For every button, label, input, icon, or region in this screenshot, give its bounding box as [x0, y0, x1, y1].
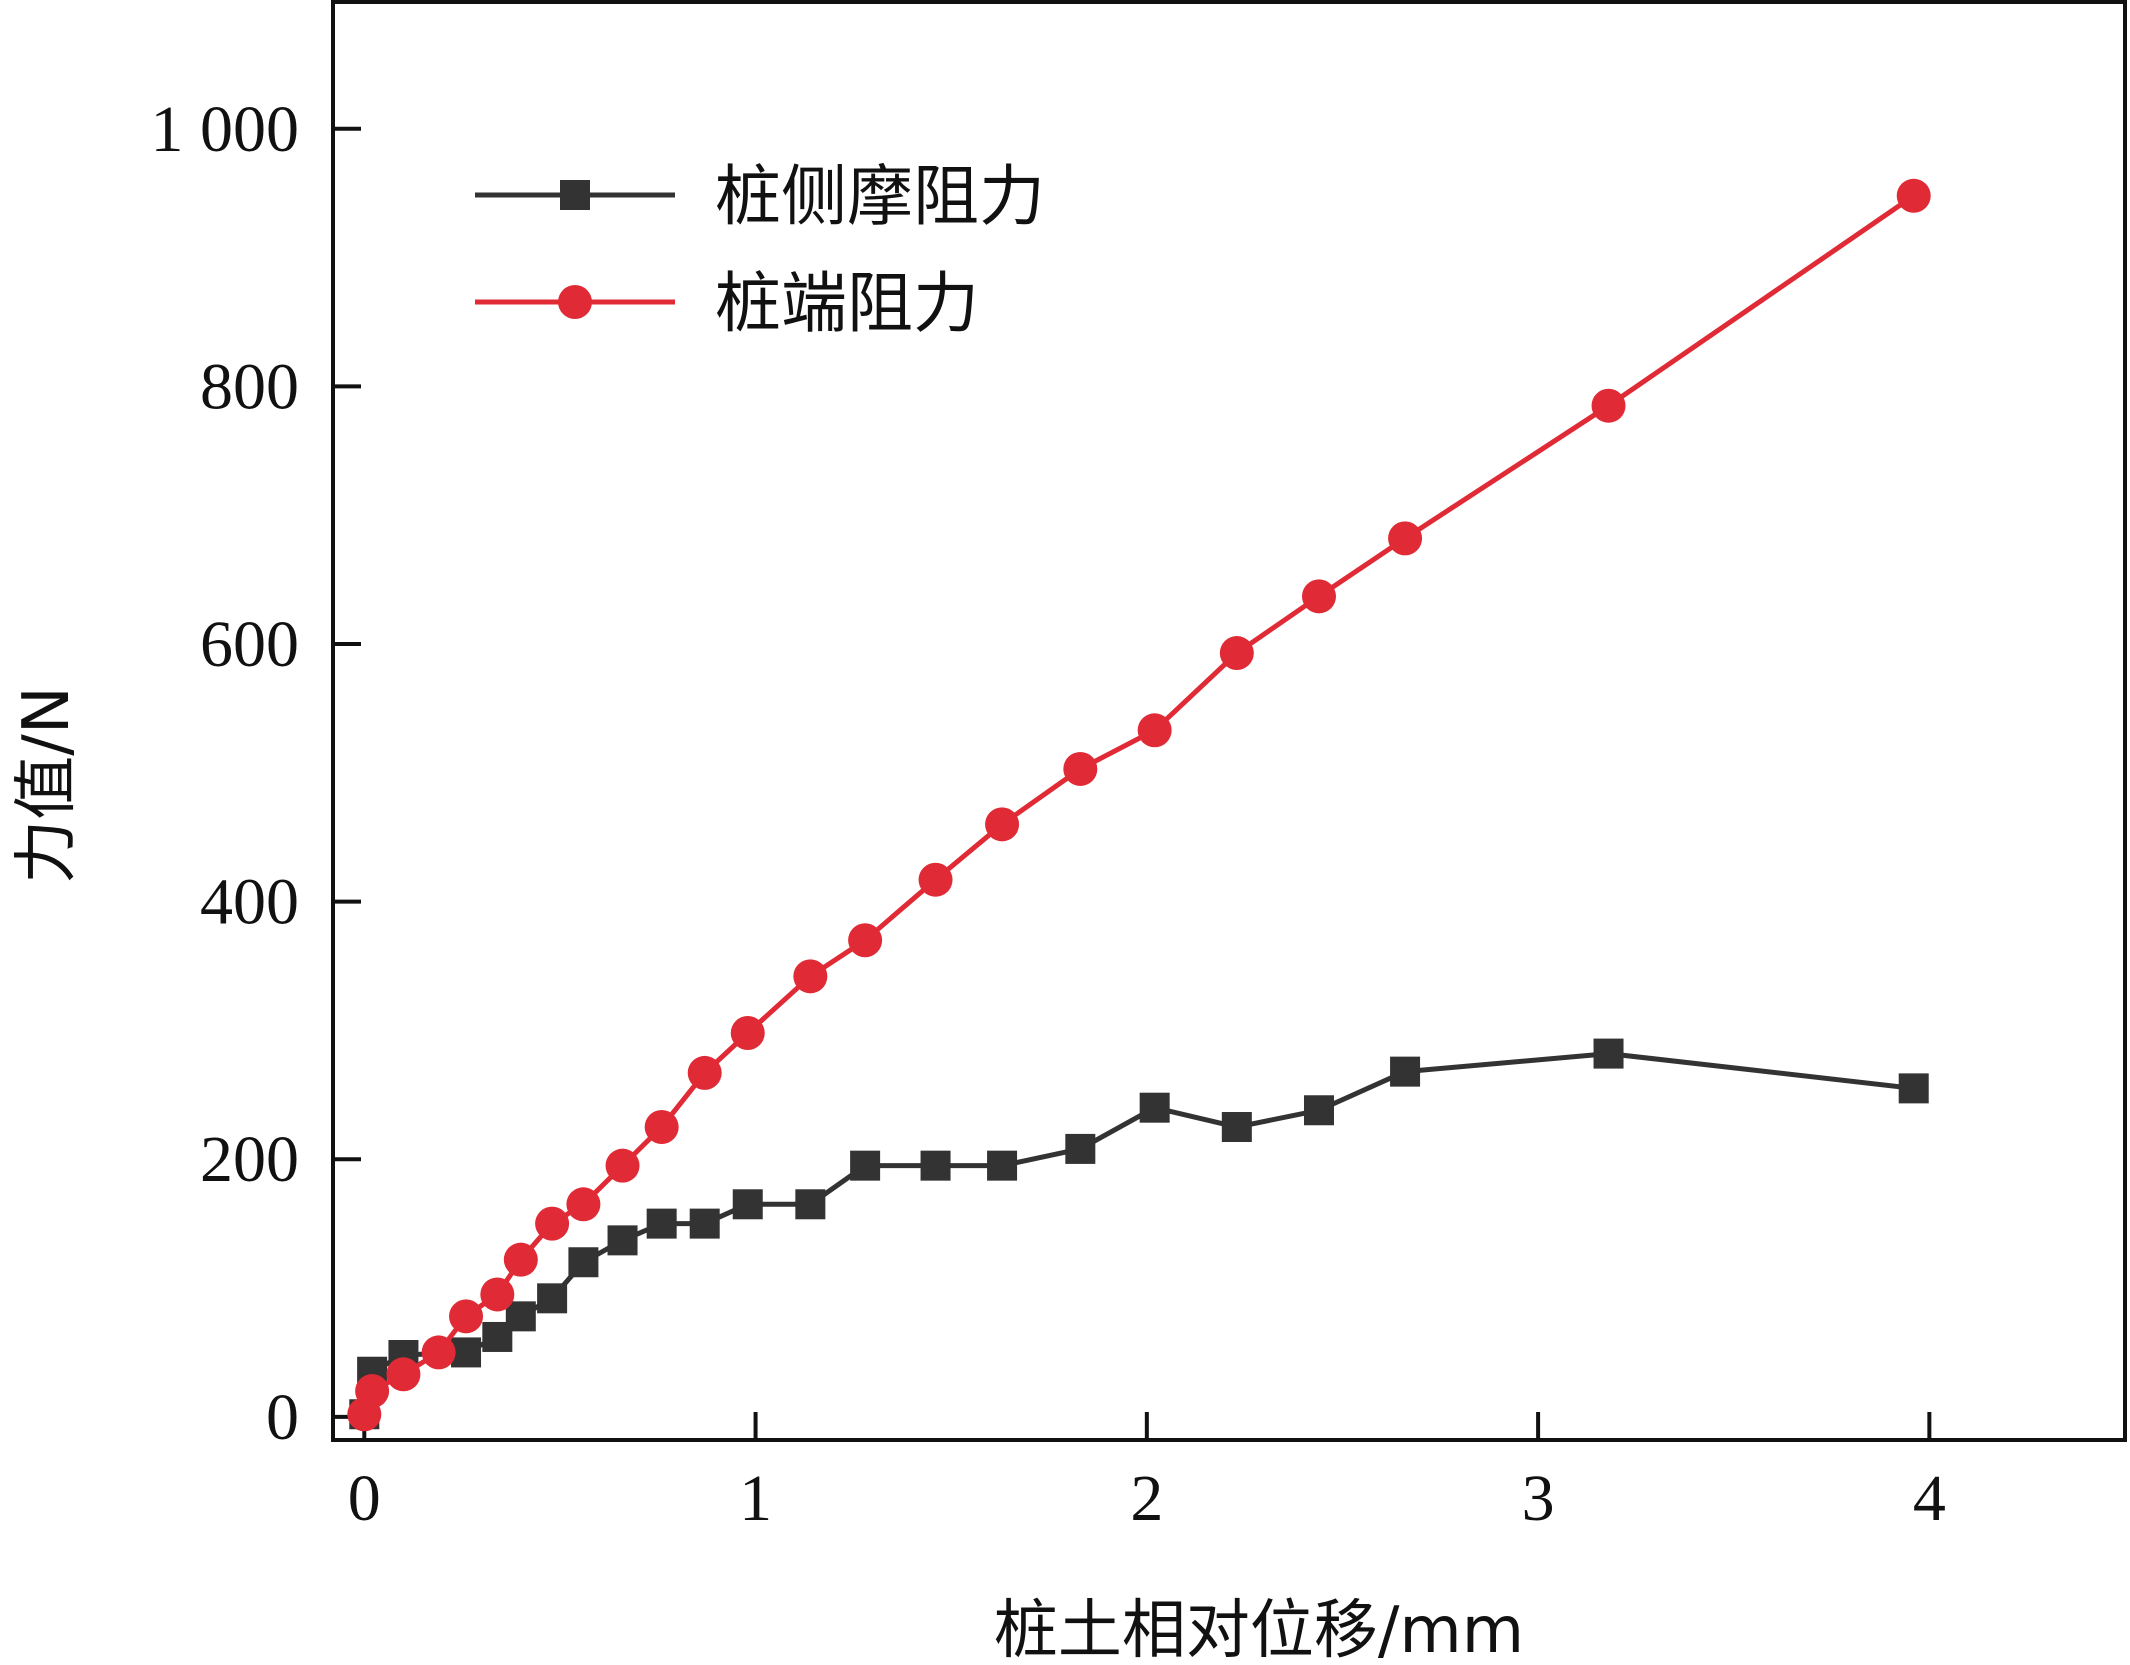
legend-label: 桩侧摩阻力	[715, 158, 1045, 235]
y-tick-label: 400	[200, 866, 299, 939]
data-point	[1221, 1112, 1252, 1143]
data-point	[985, 807, 1020, 842]
y-tick-label: 600	[200, 608, 299, 681]
data-point	[689, 1208, 720, 1239]
data-point	[503, 1242, 538, 1277]
data-point	[451, 1337, 482, 1368]
data-point	[1139, 1092, 1170, 1123]
x-tick-label: 2	[1130, 1462, 1163, 1535]
y-tick-label: 0	[266, 1381, 299, 1454]
data-point	[920, 1150, 951, 1181]
x-axis-title: 桩土相对位移/mm	[994, 1594, 1524, 1665]
x-tick-label: 3	[1522, 1462, 1555, 1535]
legend-marker	[558, 285, 592, 319]
data-point	[1896, 178, 1931, 213]
plot-frame	[331, 0, 2127, 1442]
legend-label: 桩端阻力	[715, 265, 979, 342]
data-point	[850, 1150, 881, 1181]
data-point	[1063, 751, 1098, 786]
legend-item: 桩侧摩阻力	[475, 158, 1045, 235]
series-line	[361, 193, 1916, 1416]
data-point	[607, 1225, 638, 1256]
data-point	[793, 959, 828, 994]
axis-ticks: 0 1 2 3 4 0 200 400 600 800 1 000	[151, 93, 1946, 1535]
series-line	[361, 1051, 1914, 1415]
data-point	[480, 1277, 515, 1312]
data-point	[421, 1335, 456, 1370]
data-point	[1219, 636, 1254, 671]
data-point	[386, 1357, 421, 1392]
data-point	[1065, 1133, 1096, 1164]
x-tick-label: 0	[348, 1462, 381, 1535]
data-point	[1388, 521, 1423, 556]
x-tick-label: 4	[1913, 1462, 1946, 1535]
y-tick-label: 200	[200, 1123, 299, 1196]
data-point	[1898, 1073, 1929, 1104]
series-tip-resistance	[347, 178, 1931, 1432]
data-point	[1591, 388, 1626, 423]
data-point	[730, 1015, 765, 1050]
data-point	[1137, 713, 1172, 748]
data-point	[848, 923, 883, 958]
data-point	[687, 1055, 722, 1090]
legend-item: 桩端阻力	[475, 265, 979, 342]
y-tick-label: 800	[200, 350, 299, 423]
y-axis-title: 力值/N	[10, 686, 84, 883]
data-point	[355, 1374, 390, 1409]
data-point	[566, 1187, 601, 1222]
data-point	[732, 1189, 763, 1220]
series-group	[347, 178, 1931, 1432]
data-point	[1593, 1038, 1624, 1069]
data-point	[646, 1208, 677, 1239]
y-tick-label: 1 000	[151, 93, 300, 166]
data-point	[535, 1206, 570, 1241]
data-point	[644, 1110, 679, 1145]
data-point	[918, 862, 953, 897]
series-side-friction	[349, 1038, 1929, 1430]
data-point	[1301, 579, 1336, 614]
data-point	[449, 1299, 484, 1334]
data-point	[568, 1247, 599, 1278]
legend-marker	[560, 180, 590, 210]
data-point	[987, 1150, 1018, 1181]
x-tick-label: 1	[739, 1462, 772, 1535]
data-point	[537, 1283, 568, 1314]
data-point	[505, 1301, 536, 1332]
data-point	[795, 1189, 826, 1220]
data-point	[1303, 1095, 1334, 1126]
data-point	[605, 1148, 640, 1183]
data-point	[1390, 1056, 1421, 1087]
